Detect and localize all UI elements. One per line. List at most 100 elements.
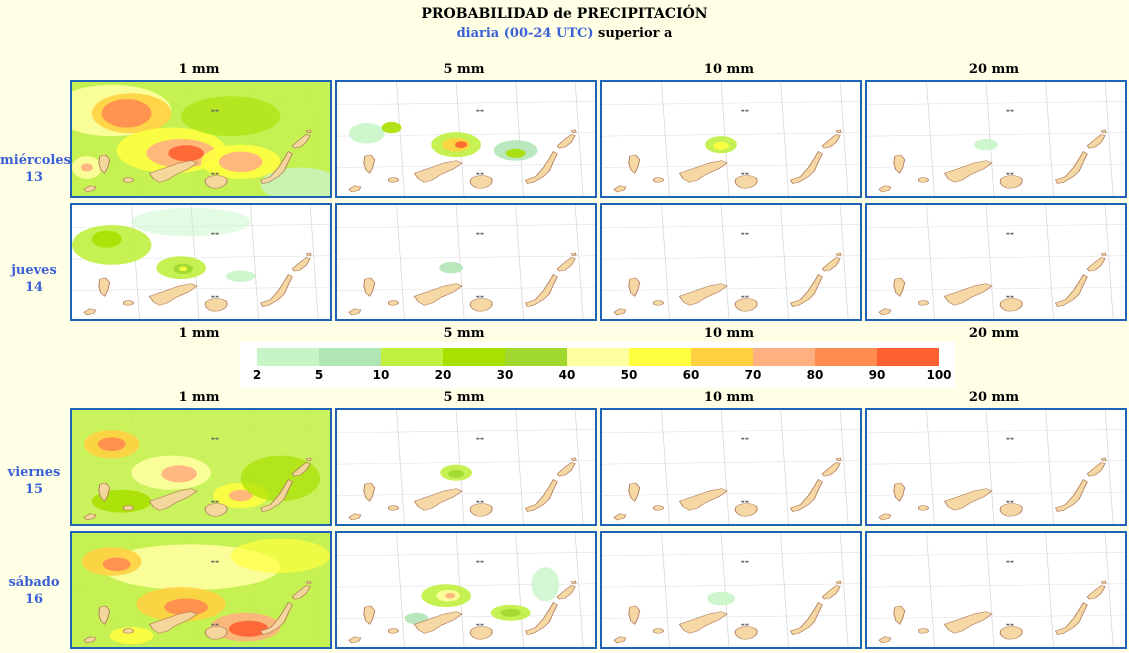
grid-line bbox=[661, 410, 670, 524]
map-panel-day4-10mm: ▪▪ ▪▪ bbox=[600, 531, 862, 649]
precip-map: ▪▪ ▪▪ bbox=[337, 82, 595, 196]
grid-tick: ▪▪ bbox=[741, 232, 749, 236]
grid-line bbox=[337, 491, 595, 496]
day-number: 16 bbox=[24, 592, 44, 607]
island-shape bbox=[789, 479, 823, 512]
island-shape bbox=[305, 129, 312, 134]
precip-area bbox=[228, 489, 253, 502]
island-shape bbox=[943, 283, 993, 306]
grid-line bbox=[839, 82, 849, 196]
grid-line bbox=[515, 82, 524, 196]
island-shape bbox=[878, 636, 892, 644]
island-shape bbox=[204, 626, 228, 640]
legend-tick-label: 10 bbox=[372, 368, 390, 382]
day-number: 15 bbox=[24, 482, 44, 497]
legend-tick-label: 40 bbox=[558, 368, 576, 382]
island-shape bbox=[348, 185, 362, 193]
precip-area bbox=[713, 141, 730, 150]
grid-line bbox=[780, 410, 789, 524]
map-panel-day1-5mm: ▪▪ ▪▪ bbox=[335, 80, 597, 198]
island-shape bbox=[388, 300, 400, 306]
precip-map: ▪▪ ▪▪ bbox=[867, 533, 1125, 647]
grid-line bbox=[1045, 205, 1054, 319]
grid-tick: ▪▪ bbox=[1006, 623, 1014, 627]
grid-line bbox=[396, 82, 405, 196]
grid-line bbox=[515, 533, 524, 647]
island-shape bbox=[999, 503, 1023, 517]
grid-line bbox=[337, 614, 595, 619]
island-shape bbox=[613, 513, 627, 521]
island-shape bbox=[789, 602, 823, 635]
island-shape bbox=[628, 154, 641, 174]
island-shape bbox=[789, 274, 823, 307]
island-shape bbox=[835, 457, 842, 462]
grid-line bbox=[337, 101, 595, 106]
legend-swatch bbox=[319, 348, 381, 366]
grid-line bbox=[396, 410, 405, 524]
grid-tick: ▪▪ bbox=[211, 623, 219, 627]
map-panel-day4-1mm: ▪▪ ▪▪ bbox=[70, 531, 332, 649]
col-header-10mm: 10 mm bbox=[703, 62, 755, 77]
legend-tick-label: 50 bbox=[620, 368, 638, 382]
island-shape bbox=[259, 602, 293, 635]
legend-swatch bbox=[691, 348, 753, 366]
precip-area bbox=[161, 465, 198, 483]
grid-tick: ▪▪ bbox=[1006, 437, 1014, 441]
island-shape bbox=[83, 185, 97, 193]
grid-line bbox=[661, 82, 670, 196]
grid-line bbox=[867, 163, 1125, 168]
legend-tick-label: 30 bbox=[496, 368, 514, 382]
island-shape bbox=[613, 185, 627, 193]
precip-area bbox=[230, 538, 330, 573]
precip-area bbox=[179, 266, 188, 272]
grid-line bbox=[839, 205, 849, 319]
island-shape bbox=[918, 300, 930, 306]
precip-area bbox=[131, 207, 251, 237]
map-panel-day4-5mm: ▪▪ ▪▪ bbox=[335, 531, 597, 649]
precip-map: ▪▪ ▪▪ bbox=[602, 205, 860, 319]
legend-swatch bbox=[753, 348, 815, 366]
island-shape bbox=[556, 257, 576, 272]
grid-line bbox=[780, 82, 789, 196]
map-panel-day3-10mm: ▪▪ ▪▪ bbox=[600, 408, 862, 526]
precip-area bbox=[218, 151, 263, 173]
day-name: sábado bbox=[8, 575, 60, 590]
island-shape bbox=[1054, 274, 1088, 307]
island-shape bbox=[259, 151, 293, 184]
col-header-1mm: 1 mm bbox=[178, 390, 220, 405]
col-header-10mm: 10 mm bbox=[703, 390, 755, 405]
grid-tick: ▪▪ bbox=[476, 172, 484, 176]
legend-tick-label: 80 bbox=[806, 368, 824, 382]
legend-swatch bbox=[381, 348, 443, 366]
grid-line bbox=[867, 552, 1125, 557]
island-shape bbox=[524, 151, 558, 184]
precip-area bbox=[505, 148, 526, 158]
island-shape bbox=[123, 505, 135, 511]
island-shape bbox=[653, 505, 665, 511]
island-shape bbox=[556, 585, 576, 600]
island-shape bbox=[835, 252, 842, 257]
precip-map: ▪▪ ▪▪ bbox=[72, 205, 330, 319]
grid-line bbox=[839, 410, 849, 524]
island-shape bbox=[413, 611, 463, 634]
island-shape bbox=[148, 283, 198, 306]
island-shape bbox=[821, 134, 841, 149]
island-shape bbox=[291, 134, 311, 149]
island-shape bbox=[570, 457, 577, 462]
map-panel-day1-1mm: ▪▪ ▪▪ bbox=[70, 80, 332, 198]
island-shape bbox=[789, 151, 823, 184]
map-subtitle: diaria (00-24 UTC) superior a bbox=[0, 26, 1129, 41]
island-shape bbox=[943, 488, 993, 511]
precip-area bbox=[348, 123, 385, 144]
legend-swatch bbox=[443, 348, 505, 366]
grid-tick: ▪▪ bbox=[741, 437, 749, 441]
island-shape bbox=[999, 175, 1023, 189]
island-shape bbox=[524, 274, 558, 307]
island-shape bbox=[204, 298, 228, 312]
map-title: PROBABILIDAD de PRECIPITACIÓN bbox=[421, 6, 708, 22]
grid-line bbox=[515, 205, 524, 319]
precip-area bbox=[102, 557, 131, 572]
island-shape bbox=[469, 298, 493, 312]
grid-line bbox=[867, 491, 1125, 496]
grid-tick: ▪▪ bbox=[741, 109, 749, 113]
